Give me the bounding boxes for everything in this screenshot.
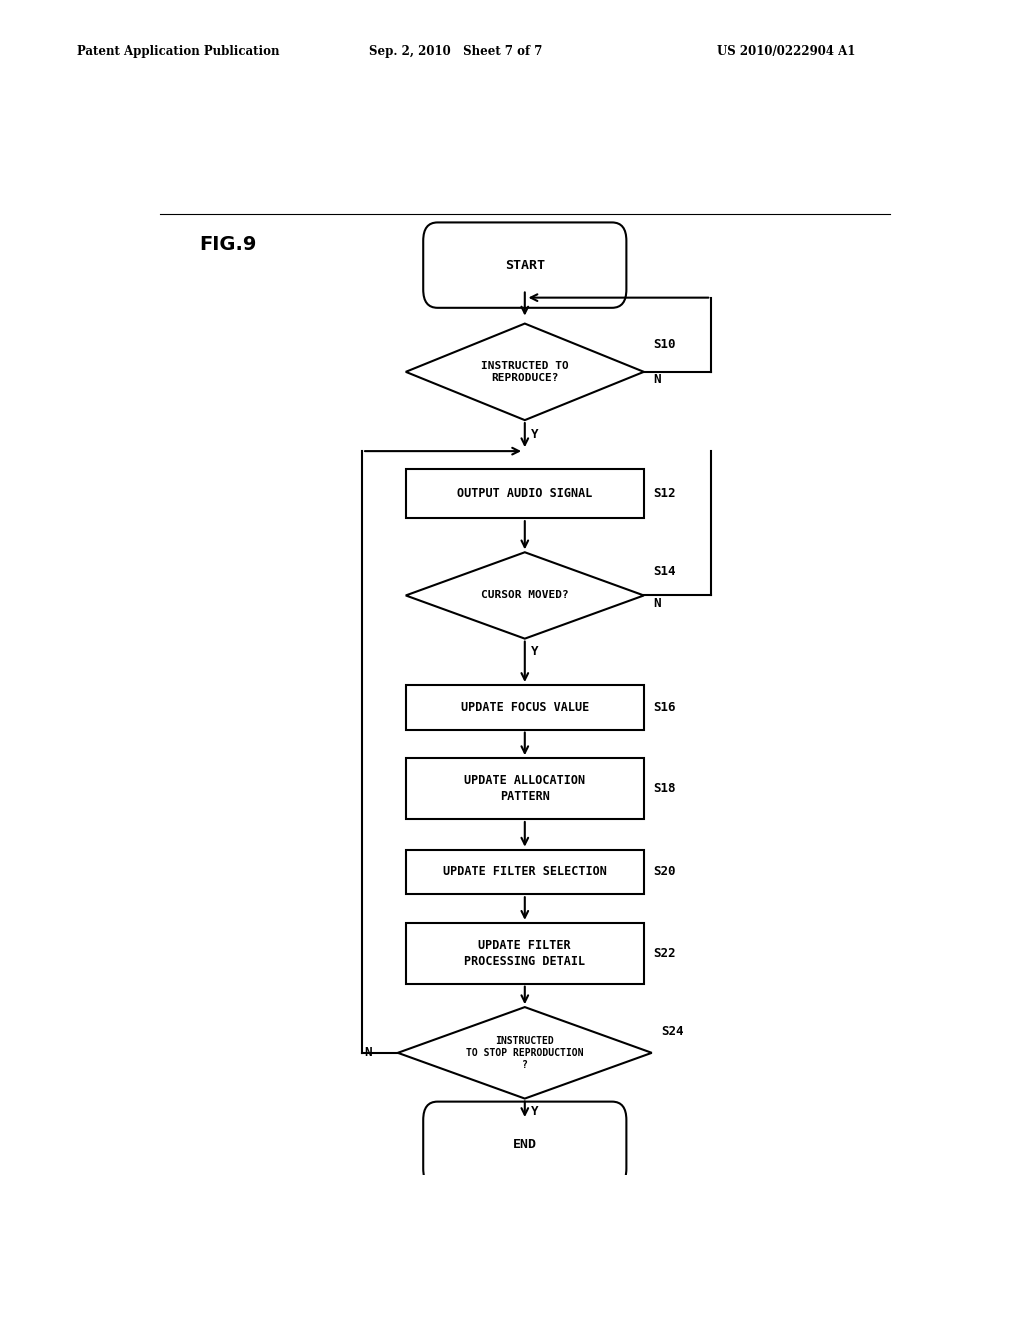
Text: S14: S14 xyxy=(653,565,676,578)
Text: Y: Y xyxy=(531,428,539,441)
Text: UPDATE FILTER SELECTION: UPDATE FILTER SELECTION xyxy=(442,866,607,878)
Text: N: N xyxy=(653,597,660,610)
Text: Y: Y xyxy=(531,644,539,657)
Text: S16: S16 xyxy=(653,701,676,714)
Text: S12: S12 xyxy=(653,487,676,500)
Text: Patent Application Publication: Patent Application Publication xyxy=(77,45,280,58)
Text: Y: Y xyxy=(531,1105,539,1118)
Bar xyxy=(406,470,644,519)
Text: START: START xyxy=(505,259,545,272)
Text: UPDATE ALLOCATION
PATTERN: UPDATE ALLOCATION PATTERN xyxy=(464,774,586,803)
Text: OUTPUT AUDIO SIGNAL: OUTPUT AUDIO SIGNAL xyxy=(457,487,593,500)
Text: S18: S18 xyxy=(653,781,676,795)
Text: END: END xyxy=(513,1138,537,1151)
Text: Sep. 2, 2010   Sheet 7 of 7: Sep. 2, 2010 Sheet 7 of 7 xyxy=(369,45,542,58)
Bar xyxy=(406,685,644,730)
FancyBboxPatch shape xyxy=(423,1102,627,1187)
Text: S24: S24 xyxy=(662,1026,684,1039)
Text: S22: S22 xyxy=(653,946,676,960)
FancyBboxPatch shape xyxy=(423,223,627,308)
Text: US 2010/0222904 A1: US 2010/0222904 A1 xyxy=(717,45,855,58)
Polygon shape xyxy=(406,323,644,420)
Polygon shape xyxy=(397,1007,652,1098)
Text: FIG.9: FIG.9 xyxy=(200,235,257,253)
Text: CURSOR MOVED?: CURSOR MOVED? xyxy=(481,590,568,601)
Polygon shape xyxy=(406,552,644,639)
Bar xyxy=(406,923,644,983)
Text: UPDATE FILTER
PROCESSING DETAIL: UPDATE FILTER PROCESSING DETAIL xyxy=(464,939,586,968)
Text: N: N xyxy=(365,1047,372,1060)
Bar xyxy=(406,850,644,894)
Text: S10: S10 xyxy=(653,338,676,351)
Text: S20: S20 xyxy=(653,866,676,878)
Text: N: N xyxy=(653,374,660,387)
Text: INSTRUCTED TO
REPRODUCE?: INSTRUCTED TO REPRODUCE? xyxy=(481,360,568,383)
Text: UPDATE FOCUS VALUE: UPDATE FOCUS VALUE xyxy=(461,701,589,714)
Bar xyxy=(406,758,644,818)
Text: INSTRUCTED
TO STOP REPRODUCTION
?: INSTRUCTED TO STOP REPRODUCTION ? xyxy=(466,1036,584,1069)
